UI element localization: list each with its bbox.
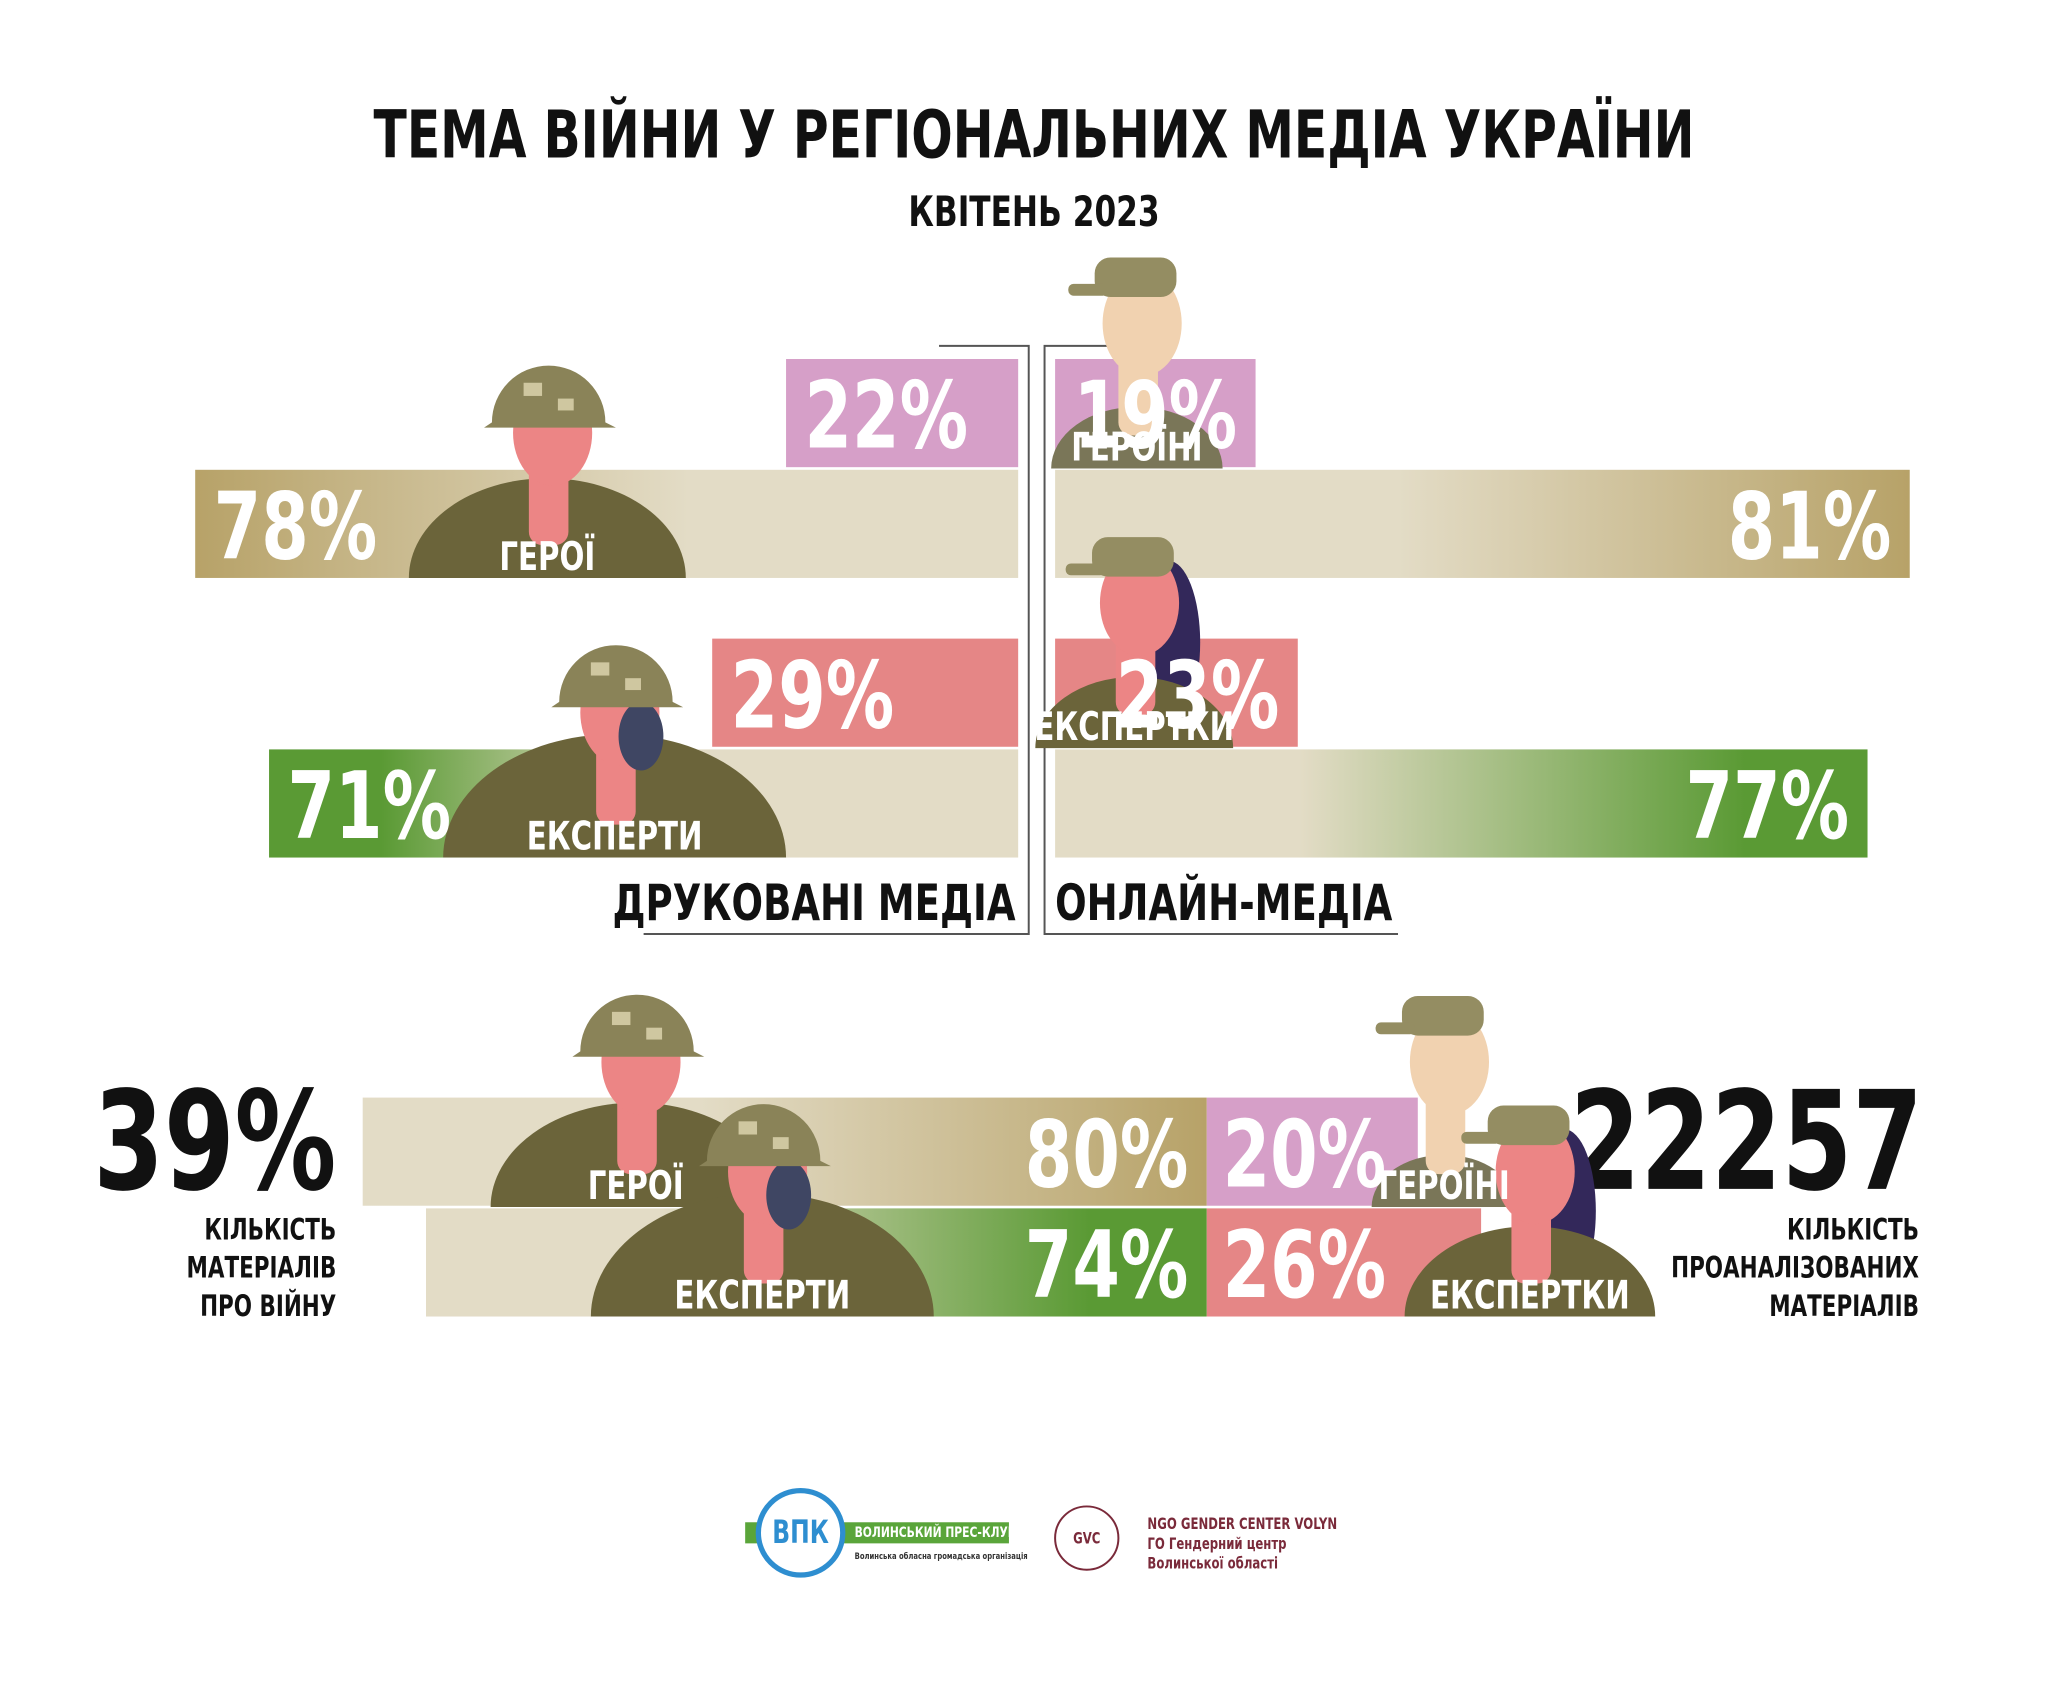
cap-visor (1461, 1131, 1501, 1144)
bar (712, 638, 1019, 747)
vpk-name: ВОЛИНСЬКИЙ ПРЕС-КЛУБ (855, 1524, 1016, 1541)
subtitle: КВІТЕНЬ 2023 (908, 187, 1159, 236)
helmet-camo (738, 1121, 758, 1135)
share-caption: ПРО ВІЙНУ (200, 1289, 336, 1323)
share-caption: МАТЕРІАЛІВ (187, 1251, 337, 1285)
bar-value-label: 77% (1686, 752, 1850, 860)
helmet-camo (590, 662, 610, 676)
online-label: ОНЛАЙН-МЕДІА (1055, 873, 1392, 932)
gvc-logo: GVC NGO GENDER CENTER VOLYN ГО Гендерний… (1054, 1505, 1337, 1573)
figure-label: ЕКСПЕРТИ (674, 1272, 850, 1318)
helmet (484, 365, 616, 428)
online-divider (1043, 344, 1399, 936)
cap (1401, 996, 1484, 1036)
helmet-camo (557, 398, 574, 411)
bar-value-label: 22% (805, 362, 969, 470)
cap (1094, 257, 1177, 298)
gvc-line: Волинської області (1147, 1554, 1278, 1573)
bar (786, 359, 1019, 468)
helmet (551, 645, 684, 708)
figure-label: ГЕРОЇ (588, 1162, 684, 1209)
figures (408, 257, 1656, 1317)
head (1099, 550, 1180, 656)
figure-label: ЕКСПЕРТКИ (1034, 704, 1234, 750)
bar-labels: 78%22%71%29%81%19%77%23%80% 20%74% 26%ГЕРО… (214, 362, 1892, 1319)
bar-value-label: 20% (1223, 1100, 1387, 1208)
vpk-logo: ВПК ВОЛИНСЬКИЙ ПРЕС-КЛУБ Волинська облас… (745, 1487, 1028, 1578)
bar-value-label: 71% (288, 752, 452, 860)
figure-label: ГЕРОЇНІ (1071, 423, 1202, 470)
bar-value-label: 26% (1223, 1211, 1387, 1319)
bar-value-label: 78% (214, 473, 378, 581)
shoulders (1371, 1154, 1517, 1208)
cap (1487, 1105, 1570, 1146)
head (1102, 270, 1182, 377)
cap-visor (1375, 1022, 1416, 1035)
beard (618, 701, 664, 771)
helmet (572, 994, 705, 1057)
total-caption: ПРОАНАЛІЗОВАНИХ (1671, 1251, 1919, 1285)
figure-label: ЕКСПЕРТКИ (1430, 1272, 1630, 1318)
helmet-camo (625, 678, 641, 691)
figure-label: ЕКСПЕРТИ (527, 813, 703, 859)
bar-value-label: 23% (1116, 641, 1280, 749)
shoulders (1051, 406, 1223, 469)
figure-label: ГЕРОЇНІ (1379, 1162, 1510, 1209)
share-caption: КІЛЬКІСТЬ (204, 1212, 336, 1246)
gvc-line: NGO GENDER CENTER VOLYN (1147, 1514, 1337, 1533)
bar-value-label: 80% (1025, 1100, 1189, 1208)
bar (1055, 749, 1868, 858)
gvc-line: ГО Гендерний центр (1147, 1534, 1286, 1553)
cap-visor (1068, 283, 1108, 296)
bar-value-label: 74% (1025, 1211, 1189, 1319)
figure-label: ГЕРОЇ (499, 533, 595, 580)
total-value: 22257 (1570, 1063, 1923, 1222)
bar (1055, 469, 1910, 578)
bar-value-label: 29% (731, 641, 895, 749)
gvc-mark: GVC (1073, 1529, 1100, 1548)
helmet-camo (772, 1137, 789, 1150)
share-value: 39% (93, 1063, 336, 1222)
helmet-camo (646, 1027, 663, 1040)
helmet-camo (523, 382, 543, 396)
beard (766, 1160, 812, 1230)
bar-value-label: 81% (1728, 473, 1892, 581)
print-label: ДРУКОВАНІ МЕДІА (612, 873, 1015, 932)
cap-visor (1065, 563, 1106, 576)
helmet (699, 1104, 831, 1167)
cap (1092, 537, 1174, 577)
total-caption: МАТЕРІАЛІВ (1769, 1289, 1919, 1323)
gvc-ring (1054, 1505, 1120, 1571)
bar-value-label: 19% (1074, 362, 1238, 470)
vpk-ring (755, 1487, 846, 1578)
total-caption: КІЛЬКІСТЬ (1787, 1212, 1919, 1246)
vpk-mark: ВПК (772, 1515, 829, 1551)
helmet-camo (611, 1011, 631, 1026)
vpk-subtitle: Волинська обласна громадська організація (855, 1551, 1028, 1562)
title: ТЕМА ВІЙНИ У РЕГІОНАЛЬНИХ МЕДІА УКРАЇНИ (374, 95, 1695, 173)
print-divider (643, 344, 1030, 936)
